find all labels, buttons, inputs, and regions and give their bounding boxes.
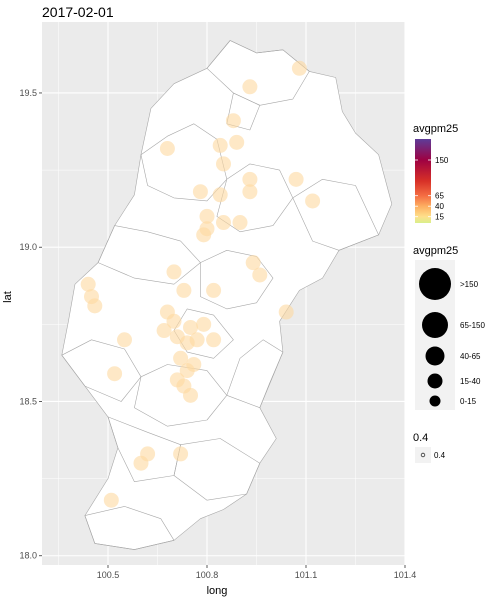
size-key-label: 0-15 [460, 397, 477, 406]
data-point [196, 227, 212, 243]
color-legend-title: avgpm25 [413, 123, 458, 135]
x-axis-ticks: 100.5 100.8 101.1 101.4 [97, 565, 417, 580]
size-key-circle [422, 312, 448, 338]
data-point [242, 79, 258, 95]
alpha-key-circle [420, 452, 426, 458]
data-point [212, 187, 228, 203]
size-key-circle [425, 346, 445, 366]
y-tick-label: 19.0 [19, 242, 37, 252]
data-point [173, 446, 189, 462]
data-point [156, 323, 172, 339]
data-point [216, 215, 231, 231]
size-key-circle [429, 395, 441, 407]
color-bar [415, 139, 431, 223]
alpha-legend-keys: 0.4 [415, 447, 446, 463]
map-region [206, 40, 310, 106]
data-point [189, 332, 205, 348]
data-point [225, 113, 241, 129]
data-point [216, 156, 231, 172]
map-region [134, 364, 228, 427]
data-point [288, 171, 304, 187]
map-region [173, 438, 261, 501]
alpha-key-label: 0.4 [434, 451, 446, 460]
y-axis-title: lat [2, 291, 14, 303]
size-legend: avgpm25 >150 65-150 40-65 15-40 0-15 [413, 245, 485, 410]
data-point [252, 267, 268, 283]
map-region [84, 506, 175, 550]
color-tick-label: 15 [435, 213, 444, 222]
data-point [159, 140, 175, 156]
map-region [97, 225, 201, 285]
x-tick-label: 101.1 [295, 570, 318, 580]
x-axis-title: long [207, 585, 228, 597]
map-region [200, 250, 274, 310]
x-tick-label: 100.8 [196, 570, 219, 580]
data-point [206, 282, 222, 298]
data-point [117, 332, 132, 348]
size-key-label: >150 [460, 280, 479, 289]
y-tick-label: 18.5 [19, 396, 37, 406]
data-point [87, 298, 103, 314]
size-legend-title: avgpm25 [413, 245, 458, 257]
data-point [103, 492, 119, 508]
data-points [80, 60, 321, 508]
data-point [179, 363, 195, 379]
alpha-key-background [415, 447, 431, 463]
map-regions [61, 40, 393, 550]
data-point [183, 387, 198, 403]
chart-title: 2017-02-01 [42, 4, 114, 20]
data-point [245, 255, 261, 271]
data-point [242, 184, 258, 200]
y-tick-label: 19.5 [19, 88, 37, 98]
size-key-label: 40-65 [460, 352, 481, 361]
data-point [176, 282, 192, 298]
data-point [278, 304, 294, 320]
size-key-label: 65-150 [460, 321, 485, 330]
y-tick-label: 18.0 [19, 551, 37, 561]
data-point [242, 171, 258, 187]
data-point [291, 60, 307, 76]
data-point [192, 184, 208, 200]
data-point [232, 215, 248, 231]
map-region [226, 92, 261, 131]
data-point [173, 350, 189, 366]
data-point [206, 332, 222, 348]
size-legend-keys: >150 65-150 40-65 15-40 0-15 [415, 260, 485, 410]
data-point [305, 193, 321, 209]
data-point [199, 208, 215, 224]
color-tick-label: 65 [435, 192, 444, 201]
x-tick-label: 101.4 [394, 570, 417, 580]
color-tick-label: 40 [435, 202, 444, 211]
data-point [107, 366, 123, 382]
data-point [212, 137, 228, 153]
data-point [166, 264, 182, 280]
y-axis-ticks: 18.0 18.5 19.0 19.5 [19, 88, 42, 561]
size-key-circle [427, 373, 443, 389]
x-tick-label: 100.5 [97, 570, 120, 580]
map-region [292, 179, 379, 251]
size-key-label: 15-40 [460, 377, 481, 386]
alpha-legend-title: 0.4 [413, 432, 428, 444]
size-key-circle [419, 268, 451, 300]
map-region [226, 339, 284, 408]
color-tick-label: 150 [435, 156, 449, 165]
data-point [196, 316, 212, 332]
data-point [80, 276, 96, 292]
data-point [183, 319, 198, 335]
alpha-legend: 0.4 0.4 [413, 432, 446, 463]
data-point [133, 455, 149, 471]
data-point [166, 313, 182, 329]
data-point [229, 134, 245, 150]
